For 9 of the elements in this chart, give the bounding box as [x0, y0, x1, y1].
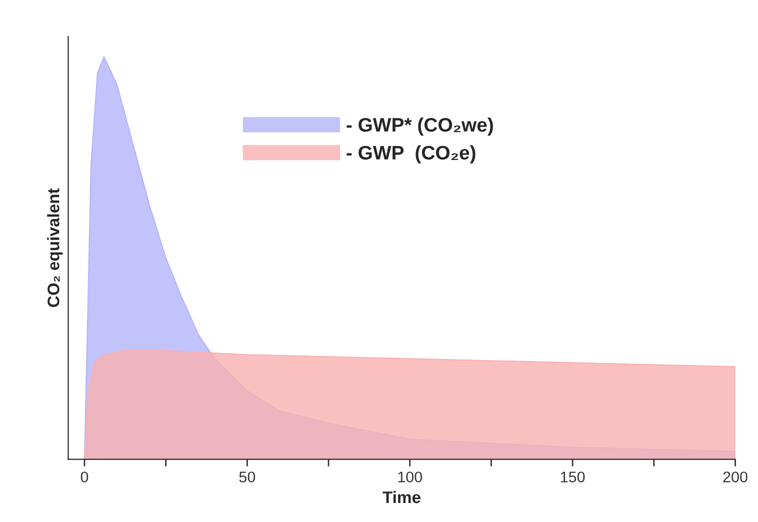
x-tick-label: 0 — [80, 472, 88, 482]
x-tick-label: 100 — [398, 472, 422, 482]
legend-label: - GWP (CO₂e) — [346, 145, 476, 164]
x-tick-label: 150 — [560, 472, 585, 482]
x-tick-label: 200 — [723, 472, 748, 482]
x-tick-label: 50 — [239, 472, 256, 482]
x-axis-title: Time — [382, 490, 420, 504]
legend-label: - GWP* (CO₂we) — [346, 117, 493, 136]
y-axis-title: CO₂ equivalent — [47, 188, 63, 307]
